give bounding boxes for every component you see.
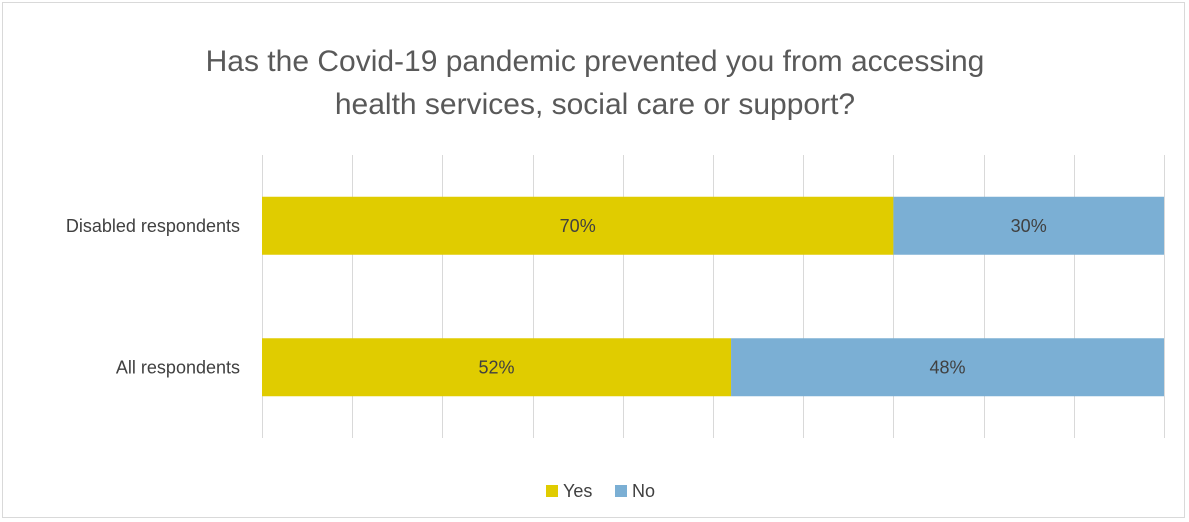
legend-label-no: No [632, 481, 655, 501]
chart-title: Has the Covid-19 pandemic prevented you … [206, 45, 985, 121]
bars [262, 196, 1164, 397]
bar-yes-disabled [262, 196, 894, 255]
legend: Yes No [546, 481, 655, 501]
data-labels: 70% 30% 52% 48% [479, 216, 1047, 378]
data-label: 52% [479, 357, 515, 377]
category-label: Disabled respondents [66, 216, 240, 236]
bar-no-disabled [893, 196, 1164, 255]
category-label: All respondents [116, 357, 240, 377]
bar-yes-all [262, 338, 732, 397]
bar-no-all [731, 338, 1164, 397]
chart-title-line-1: Has the Covid-19 pandemic prevented you … [206, 45, 985, 78]
category-labels: Disabled respondents All respondents [66, 216, 240, 378]
data-label: 48% [930, 357, 966, 377]
legend-label-yes: Yes [563, 481, 592, 501]
legend-swatch-no [615, 485, 627, 497]
data-label: 70% [560, 216, 596, 236]
data-label: 30% [1011, 216, 1047, 236]
legend-swatch-yes [546, 485, 558, 497]
chart-title-line-2: health services, social care or support? [335, 88, 855, 121]
